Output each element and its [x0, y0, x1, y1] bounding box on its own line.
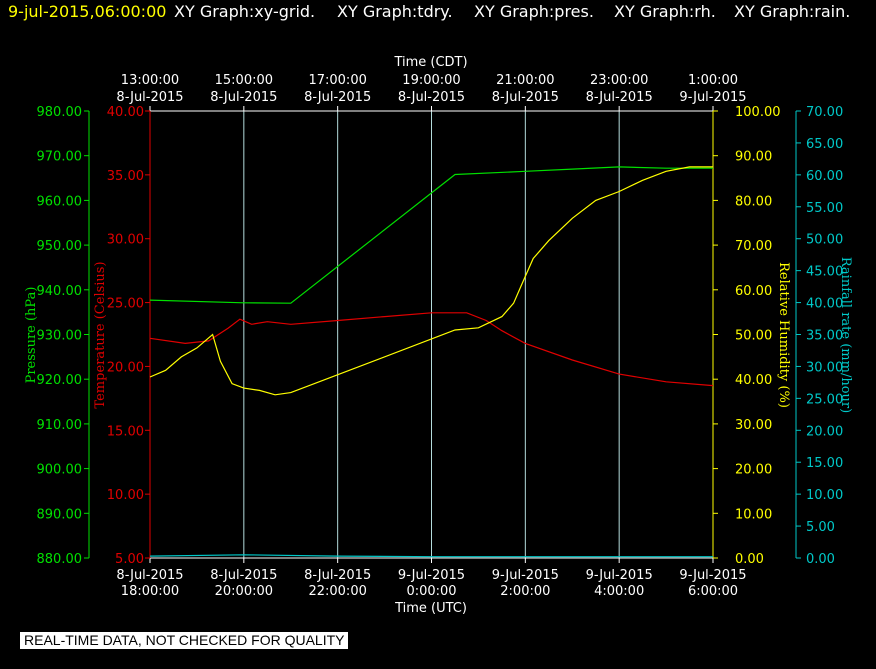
header-title-tdry: XY Graph:tdry. [337, 2, 453, 21]
humidity-series-line [149, 166, 713, 396]
rain-tick-label: 10.00 [806, 488, 843, 503]
temperature-tick-label: 30.00 [107, 233, 144, 248]
axes: 8-Jul-201518:00:0013:00:008-Jul-20158-Ju… [37, 73, 844, 599]
pressure-tick-label: 890.00 [37, 507, 83, 522]
rain-tick-label: 55.00 [806, 201, 843, 216]
x-top-tick-date: 8-Jul-2015 [398, 90, 465, 105]
x-top-tick-time: 1:00:00 [688, 73, 738, 88]
pressure-axis-label: Pressure (hPa) [24, 287, 39, 384]
x-top-tick-time: 15:00:00 [215, 73, 273, 88]
humidity-tick-label: 100.00 [735, 105, 781, 120]
pressure-tick-label: 970.00 [37, 150, 83, 165]
temperature-axis-label: Temperature (Celsius) [93, 261, 108, 408]
rain-tick-label: 45.00 [806, 265, 843, 280]
x-top-tick-date: 8-Jul-2015 [304, 90, 371, 105]
x-top-tick-date: 8-Jul-2015 [492, 90, 559, 105]
x-bottom-tick-time: 4:00:00 [594, 584, 644, 599]
header-title-pres: XY Graph:pres. [474, 2, 594, 21]
x-bottom-tick-date: 8-Jul-2015 [304, 568, 371, 583]
rain-tick-label: 50.00 [806, 233, 843, 248]
x-top-tick-time: 19:00:00 [402, 73, 460, 88]
temperature-tick-label: 20.00 [107, 360, 144, 375]
x-bottom-tick-date: 9-Jul-2015 [398, 568, 465, 583]
humidity-tick-label: 20.00 [735, 463, 772, 478]
pressure-tick-label: 910.00 [37, 418, 83, 433]
temperature-tick-label: 35.00 [107, 169, 144, 184]
x-bottom-tick-time: 6:00:00 [688, 584, 738, 599]
x-top-tick-date: 8-Jul-2015 [210, 90, 277, 105]
humidity-tick-label: 60.00 [735, 284, 772, 299]
header-timestamp: 9-jul-2015,06:00:00 [8, 2, 166, 21]
series-lines [149, 166, 714, 558]
temperature-series-line [149, 312, 714, 387]
temperature-tick-label: 15.00 [107, 424, 144, 439]
humidity-axis-label: Relative Humidity (%) [776, 262, 791, 408]
pressure-series-line [149, 166, 713, 304]
humidity-tick-label: 40.00 [735, 373, 772, 388]
x-bottom-tick-date: 8-Jul-2015 [210, 568, 277, 583]
rain-tick-label: 20.00 [806, 424, 843, 439]
x-bottom-tick-date: 9-Jul-2015 [492, 568, 559, 583]
x-top-tick-date: 8-Jul-2015 [586, 90, 653, 105]
humidity-tick-label: 70.00 [735, 239, 772, 254]
rain-tick-label: 60.00 [806, 169, 843, 184]
x-top-axis-label: Time (CDT) [393, 55, 467, 70]
pressure-tick-label: 980.00 [37, 105, 83, 120]
humidity-tick-label: 80.00 [735, 194, 772, 209]
x-bottom-tick-time: 18:00:00 [121, 584, 179, 599]
humidity-tick-label: 10.00 [735, 507, 772, 522]
header-title-rh: XY Graph:rh. [614, 2, 716, 21]
x-bottom-tick-date: 9-Jul-2015 [586, 568, 653, 583]
x-top-tick-time: 13:00:00 [121, 73, 179, 88]
rain-tick-label: 0.00 [806, 552, 835, 567]
x-bottom-tick-time: 20:00:00 [215, 584, 273, 599]
temperature-tick-label: 25.00 [107, 297, 144, 312]
rain-tick-label: 5.00 [806, 520, 835, 535]
pressure-tick-label: 920.00 [37, 373, 83, 388]
x-bottom-tick-time: 22:00:00 [308, 584, 366, 599]
temperature-tick-label: 10.00 [107, 488, 144, 503]
rain-tick-label: 30.00 [806, 360, 843, 375]
rain-tick-label: 35.00 [806, 329, 843, 344]
rain-tick-label: 15.00 [806, 456, 843, 471]
x-bottom-tick-time: 2:00:00 [500, 584, 550, 599]
header-title-rain: XY Graph:rain. [734, 2, 850, 21]
temperature-tick-label: 5.00 [115, 552, 144, 567]
pressure-tick-label: 940.00 [37, 284, 83, 299]
rain-tick-label: 65.00 [806, 137, 843, 152]
humidity-tick-label: 50.00 [735, 329, 772, 344]
header-title-xy-grid: XY Graph:xy-grid. [174, 2, 315, 21]
x-bottom-tick-time: 0:00:00 [406, 584, 456, 599]
pressure-tick-label: 950.00 [37, 239, 83, 254]
x-bottom-axis-label: Time (UTC) [394, 601, 467, 616]
temperature-tick-label: 40.00 [107, 105, 144, 120]
x-top-tick-time: 21:00:00 [496, 73, 554, 88]
x-top-tick-time: 23:00:00 [590, 73, 648, 88]
pressure-tick-label: 960.00 [37, 194, 83, 209]
x-top-tick-time: 17:00:00 [308, 73, 366, 88]
pressure-tick-label: 930.00 [37, 329, 83, 344]
pressure-tick-label: 880.00 [37, 552, 83, 567]
rain-tick-label: 70.00 [806, 105, 843, 120]
x-bottom-tick-date: 8-Jul-2015 [116, 568, 183, 583]
humidity-tick-label: 30.00 [735, 418, 772, 433]
humidity-tick-label: 0.00 [735, 552, 764, 567]
x-top-tick-date: 8-Jul-2015 [116, 90, 183, 105]
rain-tick-label: 25.00 [806, 392, 843, 407]
rain-axis-label: Rainfall rate (mm/hour) [838, 257, 853, 413]
grid-lines [243, 111, 620, 558]
rain-tick-label: 40.00 [806, 297, 843, 312]
x-top-tick-date: 9-Jul-2015 [679, 90, 746, 105]
humidity-tick-label: 90.00 [735, 150, 772, 165]
pressure-tick-label: 900.00 [37, 463, 83, 478]
x-bottom-tick-date: 9-Jul-2015 [679, 568, 746, 583]
quality-disclaimer: REAL-TIME DATA, NOT CHECKED FOR QUALITY [20, 632, 349, 649]
rain-series-line [149, 554, 713, 558]
